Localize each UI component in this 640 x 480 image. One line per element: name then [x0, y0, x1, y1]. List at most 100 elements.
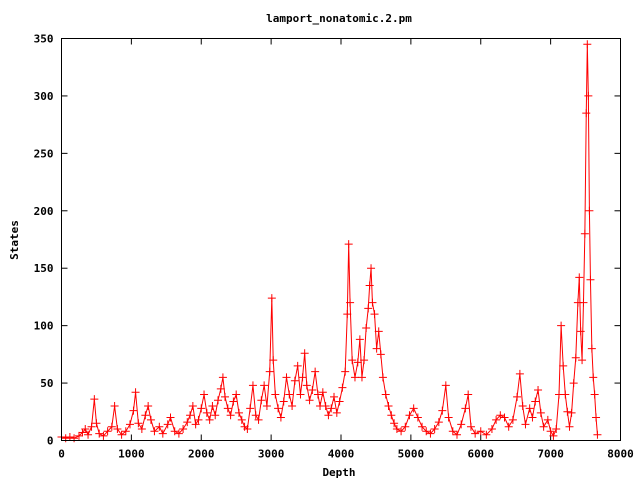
plot-frame — [61, 38, 621, 441]
data-point — [426, 429, 435, 438]
y-axis-label-text: States — [8, 220, 21, 260]
data-point — [576, 327, 585, 336]
data-point — [504, 422, 513, 431]
data-point — [174, 429, 183, 438]
data-point — [586, 275, 595, 284]
y-tick-label: 50 — [40, 377, 53, 390]
data-point — [397, 427, 406, 436]
data-point — [170, 427, 179, 436]
data-point — [466, 422, 475, 431]
x-tick-label: 1000 — [118, 448, 145, 461]
data-point — [285, 390, 294, 399]
data-point — [186, 411, 195, 420]
data-point — [592, 413, 601, 422]
data-point — [413, 413, 422, 422]
chart-title: lamport_nonatomic.2.pm — [266, 12, 412, 25]
data-point — [584, 91, 593, 100]
data-point — [214, 396, 223, 405]
data-point — [515, 369, 524, 378]
data-point — [202, 408, 211, 417]
data-point — [87, 422, 96, 431]
data-point — [290, 376, 299, 385]
data-point — [279, 397, 288, 406]
data-point — [438, 406, 447, 415]
data-point — [508, 415, 517, 424]
data-point — [518, 402, 527, 411]
data-point — [575, 273, 584, 282]
data-point — [559, 361, 568, 370]
data-point — [441, 381, 450, 390]
x-tick-label: 6000 — [468, 448, 495, 461]
data-point — [150, 427, 159, 436]
data-point — [103, 427, 112, 436]
data-point — [557, 321, 566, 330]
x-tick-label: 4000 — [328, 448, 355, 461]
data-point — [110, 402, 119, 411]
data-point — [216, 384, 225, 393]
data-point — [298, 373, 307, 382]
data-point — [237, 415, 246, 424]
data-point — [332, 408, 341, 417]
data-point — [549, 431, 558, 440]
x-tick-label: 8000 — [607, 448, 634, 461]
data-point — [589, 373, 598, 382]
y-tick-label: 100 — [34, 320, 54, 333]
data-point — [197, 404, 206, 413]
data-point — [257, 396, 266, 405]
data-point — [141, 411, 150, 420]
x-tick-label: 3000 — [258, 448, 285, 461]
data-point — [324, 411, 333, 420]
data-point — [372, 344, 381, 353]
data-point — [229, 397, 238, 406]
data-point — [590, 390, 599, 399]
data-point — [448, 427, 457, 436]
data-point — [92, 419, 101, 428]
data-point — [534, 385, 543, 394]
data-point — [211, 411, 220, 420]
data-point — [346, 298, 355, 307]
data-point — [496, 411, 505, 420]
data-point — [370, 310, 379, 319]
data-point — [117, 430, 126, 439]
data-point — [194, 415, 203, 424]
x-tick-label: 2000 — [188, 448, 215, 461]
data-point — [565, 422, 574, 431]
data-point — [158, 429, 167, 438]
data-point — [546, 427, 555, 436]
data-point — [308, 385, 317, 394]
data-point — [357, 373, 366, 382]
data-point — [539, 422, 548, 431]
data-point — [384, 402, 393, 411]
data-point — [179, 425, 188, 434]
data-point — [200, 390, 209, 399]
data-point — [418, 422, 427, 431]
data-point — [348, 356, 357, 365]
data-point — [191, 420, 200, 429]
data-point — [487, 425, 496, 434]
data-point — [543, 415, 552, 424]
data-point — [343, 310, 352, 319]
data-point — [321, 402, 330, 411]
data-point — [335, 397, 344, 406]
data-point — [84, 430, 93, 439]
data-point — [338, 383, 347, 392]
data-point — [313, 390, 322, 399]
data-point — [578, 356, 587, 365]
y-axis-label: States — [8, 220, 21, 260]
data-point — [360, 356, 369, 365]
data-point — [274, 404, 283, 413]
data-point — [552, 425, 561, 434]
data-point — [155, 422, 164, 431]
data-point — [95, 429, 104, 438]
data-point — [378, 373, 387, 382]
data-point — [246, 404, 255, 413]
data-point — [330, 392, 339, 401]
data-point — [528, 413, 537, 422]
data-point — [482, 430, 491, 439]
data-point — [61, 434, 70, 443]
data-point — [65, 433, 74, 442]
data-point — [107, 422, 116, 431]
data-point — [74, 431, 83, 440]
data-point — [365, 281, 374, 290]
